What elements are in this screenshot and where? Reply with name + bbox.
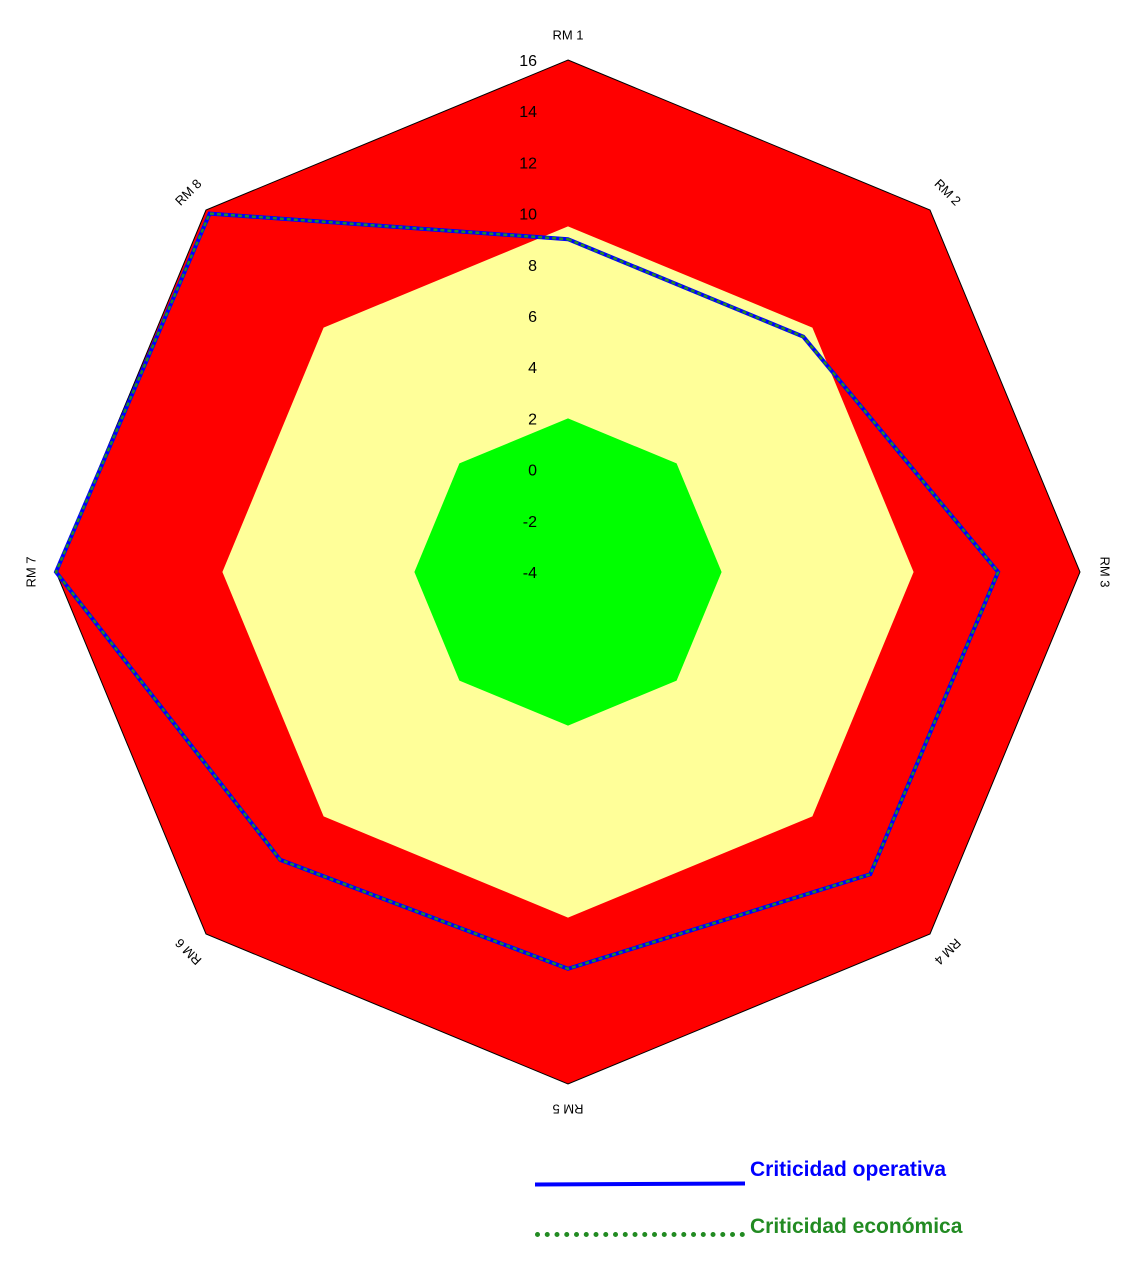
tick-label: 14 xyxy=(519,104,537,121)
zone-low xyxy=(414,418,722,726)
axis-label-rm-3: RM 3 xyxy=(1098,556,1113,587)
series-lines xyxy=(53,211,1001,971)
radial-tick-labels: 16 14 12 10 8 6 4 2 0 -2 -4 xyxy=(519,53,537,582)
axis-label-rm-2: RM 2 xyxy=(931,176,964,209)
tick-label: 0 xyxy=(528,463,537,480)
tick-label: -4 xyxy=(523,565,537,582)
criticality-zones xyxy=(55,59,1081,1085)
axis-label-rm-7: RM 7 xyxy=(23,556,38,587)
radar-chart: 16 14 12 10 8 6 4 2 0 -2 -4 RM 1 RM 2 RM 3 RM 4 RM 5 RM… xyxy=(23,27,1113,1117)
tick-label: 16 xyxy=(519,53,537,70)
axis-label-rm-5: RM 5 xyxy=(552,1102,583,1117)
legend-label-operativa: Criticidad operativa xyxy=(750,1158,947,1181)
axis-label-rm-1: RM 1 xyxy=(552,27,583,42)
legend-swatch-economica xyxy=(535,1232,745,1237)
axis-label-rm-8: RM 8 xyxy=(172,176,205,209)
tick-label: 8 xyxy=(528,258,537,275)
axis-label-rm-4: RM 4 xyxy=(931,935,964,968)
legend-swatch-operativa xyxy=(534,1181,746,1187)
axis-label-rm-6: RM 6 xyxy=(172,935,205,968)
tick-label: 10 xyxy=(519,207,537,224)
tick-label: -2 xyxy=(523,514,537,531)
series-line-economica xyxy=(54,212,1000,971)
tick-label: 4 xyxy=(528,360,537,377)
tick-label: 6 xyxy=(528,309,537,326)
legend-label-economica: Criticidad económica xyxy=(750,1215,963,1238)
tick-label: 12 xyxy=(519,155,537,172)
tick-label: 2 xyxy=(528,411,537,428)
